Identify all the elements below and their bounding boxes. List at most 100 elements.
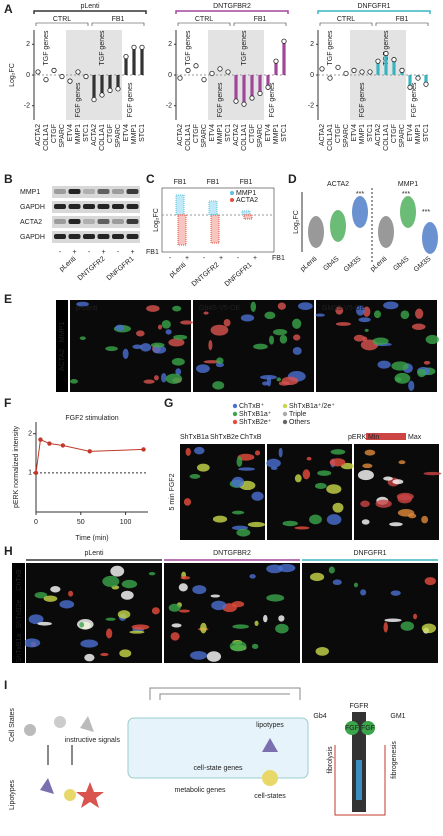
- gene-group-label: TGF genes: [43, 30, 50, 66]
- cell: [131, 624, 150, 630]
- violin: [400, 196, 416, 228]
- band: [54, 189, 66, 194]
- gene-label: CTGF: [249, 124, 256, 143]
- gene-group-label: FGF genes: [269, 82, 276, 118]
- image-title: pLenti: [84, 550, 104, 557]
- gene-label: CTGF: [107, 124, 114, 143]
- cell: [254, 620, 259, 626]
- dot: [423, 81, 429, 87]
- gene-label: MMP1: [75, 124, 82, 144]
- gene-label: ACTA2: [91, 124, 98, 146]
- cell: [211, 600, 227, 611]
- diagram-label: FGF: [345, 725, 359, 732]
- cell: [397, 494, 413, 504]
- cell: [384, 618, 402, 623]
- micrograph: [302, 563, 438, 663]
- band: [68, 234, 81, 239]
- legend-dot: [232, 403, 238, 409]
- legend-label: ChTxB⁺: [239, 403, 264, 410]
- cell: [383, 301, 399, 310]
- diagram-label: instructive signals: [65, 737, 121, 744]
- legend-dot: [282, 419, 288, 425]
- bracket: [91, 22, 145, 26]
- band: [83, 189, 95, 194]
- bar: [140, 47, 144, 75]
- band: [112, 234, 124, 239]
- band: [112, 219, 124, 224]
- cell: [335, 322, 351, 326]
- legend-label: ShTxB2e⁺: [239, 419, 272, 426]
- group-label: Gb4S: [322, 255, 340, 272]
- band: [97, 189, 110, 194]
- header: FB1: [240, 179, 253, 186]
- cell: [353, 582, 359, 588]
- cell: [208, 339, 213, 351]
- cell: [153, 375, 159, 381]
- gene-label: MMP1: [217, 124, 224, 144]
- x-tick-label: 100: [120, 519, 132, 526]
- y-axis-label: Log₂FC: [293, 210, 300, 234]
- cell: [240, 314, 255, 322]
- diagram-label: lipotypes: [256, 722, 284, 729]
- panel-label: D: [288, 172, 297, 186]
- y-tick-label: 2: [310, 41, 314, 48]
- dot: [319, 66, 325, 72]
- dot: [201, 77, 207, 83]
- bar: [282, 41, 286, 75]
- cell: [168, 338, 185, 347]
- cell: [391, 361, 409, 371]
- cell-icon: [54, 716, 66, 728]
- dot: [335, 64, 341, 70]
- treatment: FB1: [272, 255, 285, 262]
- channel-label: ACTA2: [59, 349, 66, 371]
- dot: [367, 69, 373, 75]
- image-title: DNTGFBR2: [213, 550, 251, 557]
- gene-label: COL1A1: [241, 124, 248, 151]
- cell: [247, 521, 266, 528]
- cell: [79, 622, 85, 628]
- y-tick-label: 0: [168, 72, 172, 79]
- lipid-icon: [40, 778, 54, 794]
- lane-label: pLenti: [168, 261, 187, 279]
- cell: [260, 374, 277, 380]
- dot: [217, 66, 223, 72]
- diagram-label: fibrolysis: [327, 746, 334, 774]
- cell: [278, 447, 283, 458]
- channel-label: ShTxB1a: [16, 633, 23, 662]
- cell: [292, 346, 302, 355]
- gene-label: STC1: [83, 124, 90, 142]
- dot: [225, 69, 231, 75]
- x-axis-label: Time (min): [75, 535, 108, 542]
- band: [68, 219, 81, 224]
- condition: CTRL: [53, 16, 71, 23]
- cell: [294, 474, 302, 483]
- gene-label: SPARC: [399, 124, 406, 148]
- cell: [203, 311, 209, 315]
- dot: [249, 95, 255, 101]
- cell: [212, 515, 228, 523]
- line: [35, 438, 144, 473]
- sign: -: [117, 249, 120, 256]
- diagram-label: fibrogenesis: [391, 741, 398, 779]
- condition: CTRL: [337, 16, 355, 23]
- bar: [210, 214, 220, 244]
- gene-label: SPARC: [201, 124, 208, 148]
- gene-group-label: FGF genes: [359, 82, 366, 118]
- cell: [262, 381, 269, 386]
- gene-label: MMP1: [131, 124, 138, 144]
- dot: [391, 57, 397, 63]
- dot: [209, 70, 215, 77]
- violin: [330, 210, 346, 242]
- bar: [108, 75, 112, 91]
- gene-group-label: FGF genes: [217, 82, 224, 118]
- bracket: [175, 10, 289, 14]
- cell: [266, 594, 285, 602]
- cell: [375, 499, 392, 508]
- gene-label: CTGF: [391, 124, 398, 143]
- bar: [266, 75, 270, 88]
- cell: [392, 479, 404, 485]
- gene-label: MMP1: [359, 124, 366, 144]
- bar: [177, 214, 187, 246]
- cell: [356, 305, 365, 316]
- cell: [136, 330, 145, 337]
